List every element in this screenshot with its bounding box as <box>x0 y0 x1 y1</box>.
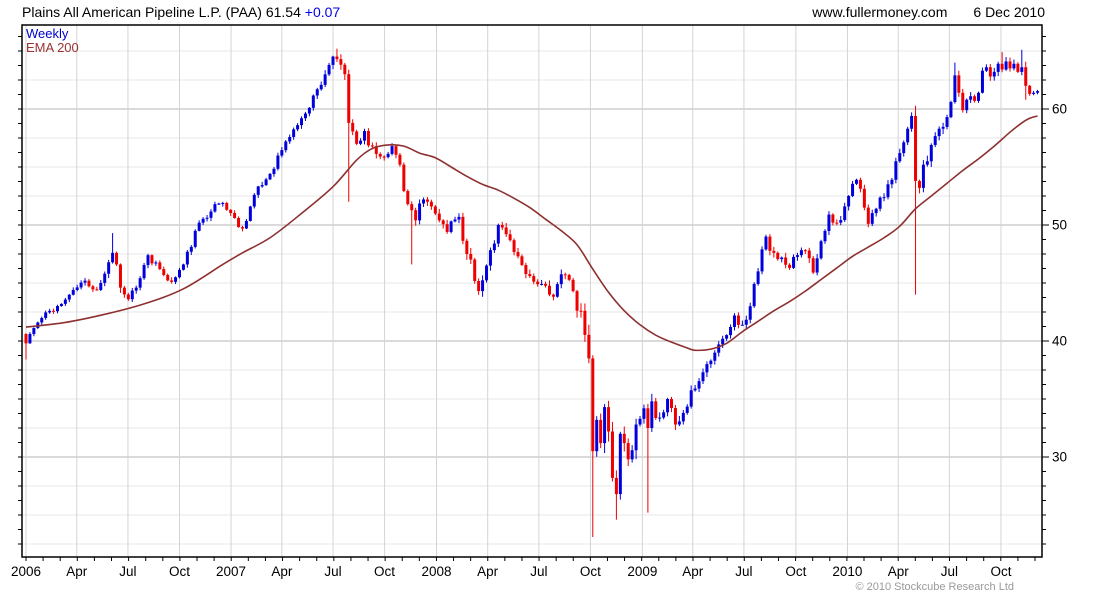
x-axis-label: 2006 <box>11 564 41 579</box>
x-axis-label: Jul <box>119 564 136 579</box>
header-right: www.fullermoney.com 6 Dec 2010 <box>812 4 1045 20</box>
last-price: 61.54 <box>265 4 301 20</box>
y-axis-label: 60 <box>1052 102 1067 117</box>
x-axis-label: Jul <box>941 564 958 579</box>
copyright-notice: © 2010 Stockcube Research Ltd <box>855 581 1014 593</box>
y-axis-label: 50 <box>1052 218 1067 233</box>
x-axis-label: Apr <box>271 564 293 579</box>
y-axis-label: 30 <box>1052 450 1067 465</box>
legend-weekly: Weekly <box>26 26 69 41</box>
x-axis-label: 2008 <box>422 564 452 579</box>
chart-date: 6 Dec 2010 <box>973 4 1045 20</box>
x-axis-label: Apr <box>888 564 910 579</box>
x-axis-label: Oct <box>580 564 601 579</box>
x-axis-label: Apr <box>66 564 88 579</box>
x-axis-label: Jul <box>530 564 547 579</box>
x-axis-label: 2010 <box>832 564 862 579</box>
x-axis-label: Oct <box>990 564 1011 579</box>
legend: Weekly EMA 200 <box>26 27 79 55</box>
x-axis-label: 2007 <box>216 564 246 579</box>
legend-ema-200: EMA 200 <box>26 40 79 55</box>
x-axis-label: Jul <box>735 564 752 579</box>
x-axis-label: Apr <box>682 564 704 579</box>
chart-title: Plains All American Pipeline L.P. (PAA) … <box>22 4 340 20</box>
x-axis-label: Apr <box>477 564 499 579</box>
x-axis-label: Oct <box>785 564 806 579</box>
instrument-name: Plains All American Pipeline L.P. (PAA) <box>22 4 262 20</box>
x-axis-label: Oct <box>169 564 190 579</box>
price-change: +0.07 <box>304 4 341 20</box>
y-axis-label: 40 <box>1052 334 1067 349</box>
x-axis-label: Oct <box>374 564 395 579</box>
site-link[interactable]: www.fullermoney.com <box>812 4 948 20</box>
x-axis-label: 2009 <box>627 564 657 579</box>
x-axis-label: Jul <box>324 564 341 579</box>
